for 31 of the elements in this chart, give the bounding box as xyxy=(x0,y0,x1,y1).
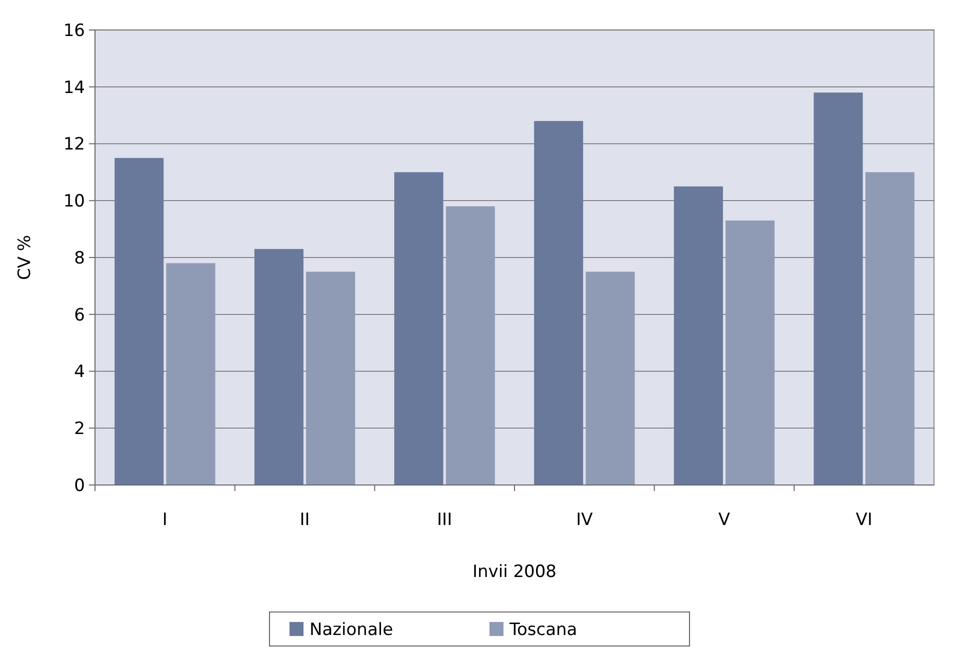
bar xyxy=(114,158,164,485)
bar xyxy=(306,272,356,485)
y-tick-label: 6 xyxy=(74,305,85,326)
bar xyxy=(726,220,775,485)
bar xyxy=(674,186,723,485)
x-tick-label: I xyxy=(162,510,168,530)
x-tick-label: IV xyxy=(576,510,594,530)
x-tick-label: VI xyxy=(856,510,872,530)
y-tick-label: 4 xyxy=(74,362,85,382)
y-tick-label: 0 xyxy=(74,476,85,496)
y-tick-label: 14 xyxy=(63,78,85,98)
bar xyxy=(865,172,914,485)
legend-label: Nazionale xyxy=(310,620,394,640)
y-tick-label: 10 xyxy=(63,192,85,212)
bar xyxy=(254,248,304,485)
bar xyxy=(166,263,216,485)
y-axis-title: CV % xyxy=(15,234,35,280)
y-tick-label: 12 xyxy=(63,134,85,155)
y-tick-label: 8 xyxy=(74,248,85,268)
x-tick-label: II xyxy=(300,510,310,530)
y-tick-label: 2 xyxy=(74,419,85,440)
bar xyxy=(534,121,584,485)
bar xyxy=(586,272,635,485)
bar xyxy=(814,92,863,485)
bar xyxy=(394,172,444,485)
x-tick-label: V xyxy=(718,510,730,530)
y-tick-label: 16 xyxy=(63,20,85,41)
x-tick-label: III xyxy=(437,510,452,530)
legend-label: Toscana xyxy=(508,620,578,640)
bar xyxy=(446,206,495,485)
x-axis-title: Invii 2008 xyxy=(472,562,556,582)
